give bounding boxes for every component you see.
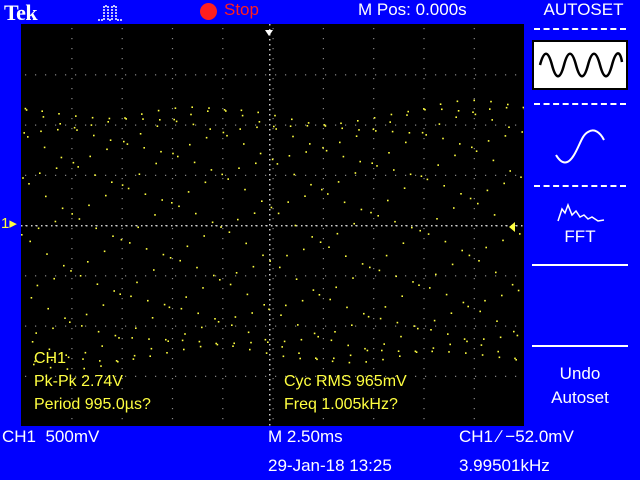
stop-indicator-icon [200, 3, 217, 20]
measurement-cyc-rms: Cyc RMS 965mV [284, 373, 407, 390]
undo-autoset-label: Undo Autoset [551, 364, 609, 407]
menu-divider [534, 28, 626, 30]
menu-divider [532, 264, 628, 266]
fft-spectrum-icon [557, 202, 605, 222]
ch1-scale: CH1 500mV [2, 427, 100, 446]
run-status: Stop [224, 0, 259, 19]
pulse-icon [98, 5, 122, 21]
timebase: M 2.50ms [268, 427, 343, 446]
trigger-position-marker [265, 30, 273, 36]
graticule-grid [21, 24, 523, 426]
trigger-setting: CH1 ∕ −52.0mV [459, 427, 574, 446]
menu-divider [532, 345, 628, 347]
trigger-level-marker [509, 222, 515, 232]
ch1-ground-marker: 1▸ [1, 215, 17, 232]
brand-logo: Tek [4, 0, 38, 25]
ch1-trace [21, 99, 524, 370]
trigger-frequency: 3.99501kHz [459, 456, 550, 475]
autoset-fft-button[interactable] [532, 195, 628, 265]
undo-autoset-button[interactable]: Undo Autoset [527, 362, 633, 410]
autoset-multi-cycle-button[interactable] [532, 40, 628, 90]
menu-divider [534, 103, 626, 105]
date-time: 29-Jan-18 13:25 [268, 456, 392, 475]
measurement-channel: CH1 [34, 350, 67, 367]
measurement-freq: Freq 1.005kHz? [284, 396, 398, 413]
waveform-graticule [21, 24, 524, 426]
measurement-pk-pk: Pk-Pk 2.74V [34, 373, 123, 390]
multi-cycle-sine-icon [538, 52, 624, 78]
single-cycle-sine-icon [555, 129, 605, 164]
side-menu-title: AUTOSET [543, 0, 624, 19]
autoset-single-cycle-button[interactable] [532, 110, 628, 180]
fft-label: FFT [564, 227, 596, 246]
menu-divider [534, 185, 626, 187]
measurement-period: Period 995.0µs? [34, 396, 151, 413]
horizontal-position: M Pos: 0.000s [358, 0, 467, 19]
